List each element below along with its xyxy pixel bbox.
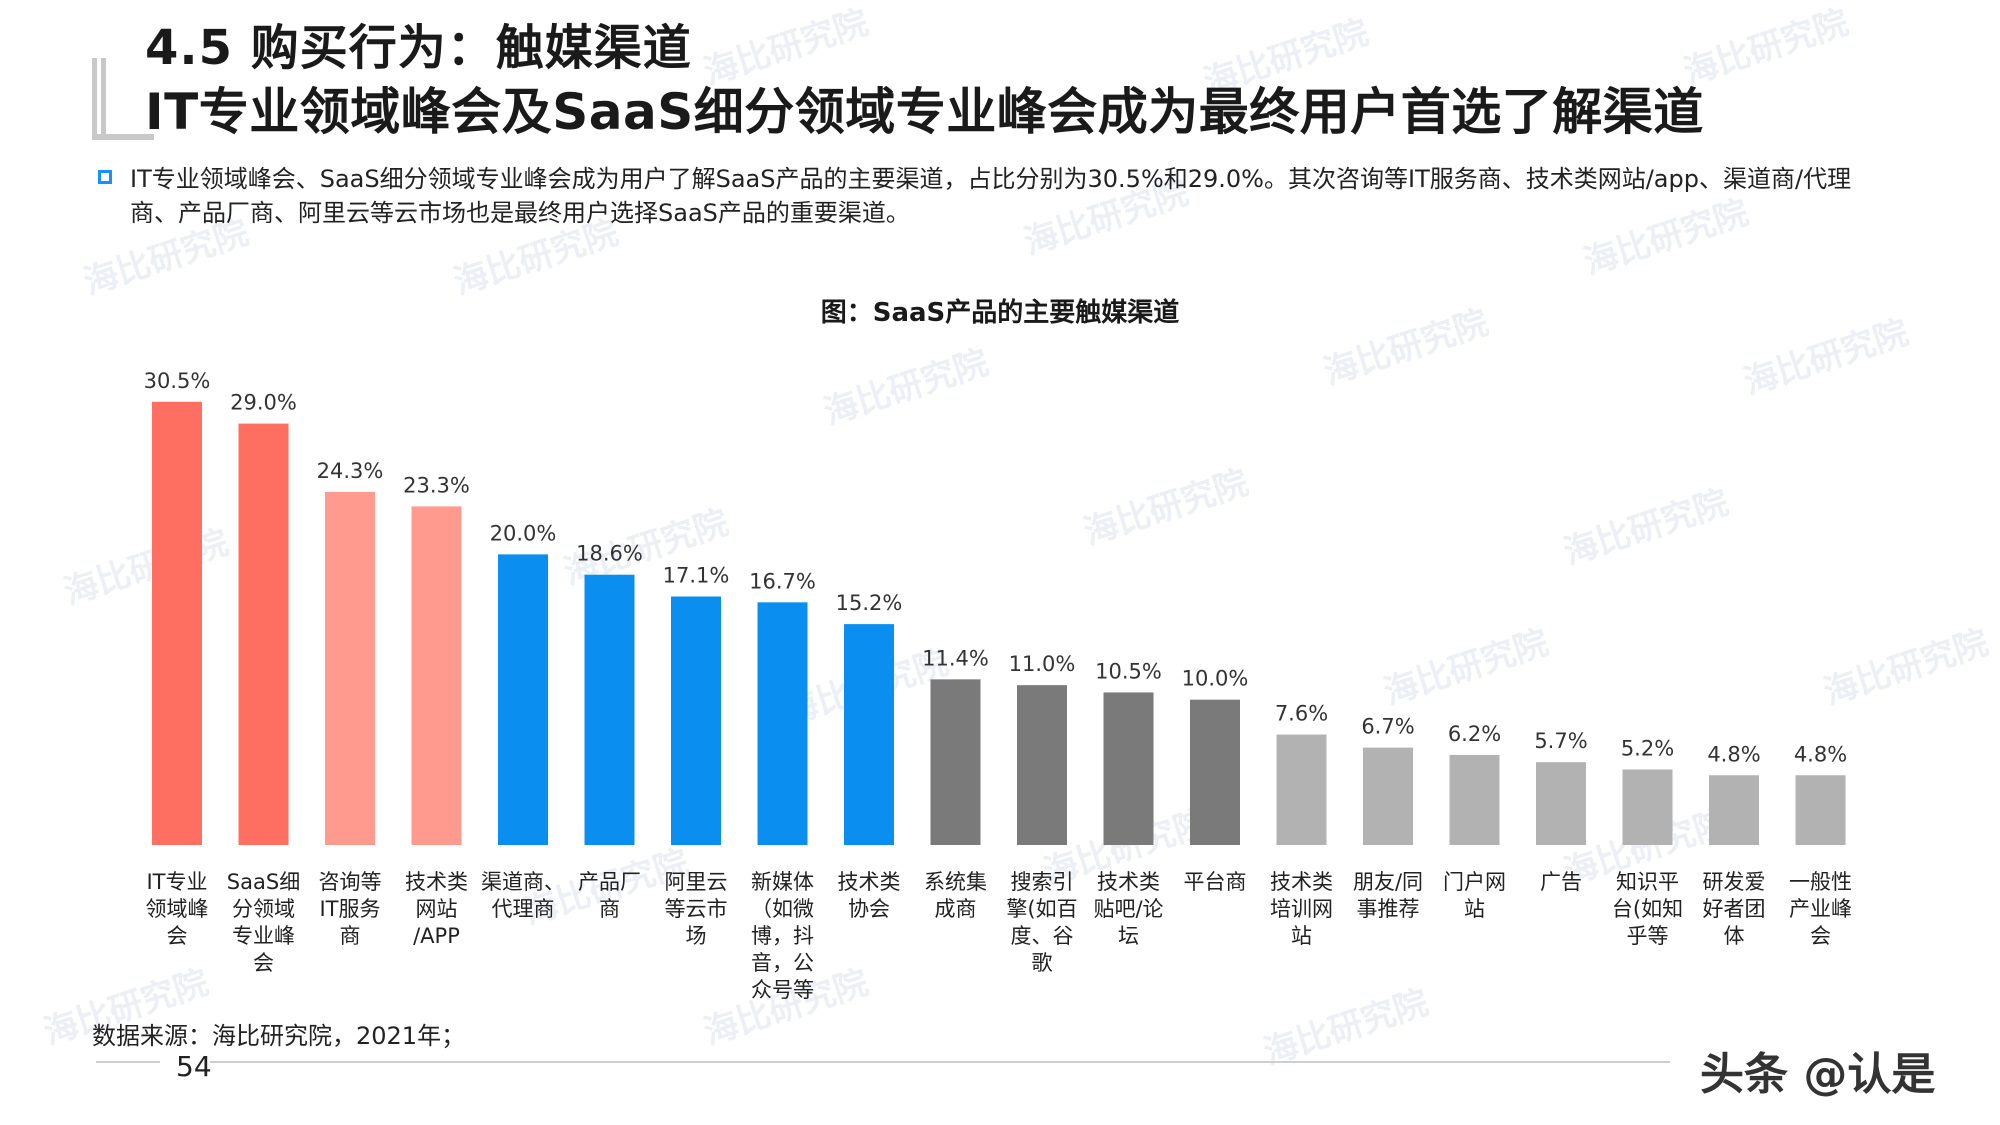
bar-value-label: 17.1% [663, 564, 730, 588]
credit-text: 头条 @认是 [1700, 1049, 1936, 1100]
category-label: 搜索引擎(如百度、谷歌 [1006, 870, 1077, 975]
bar-value-label: 23.3% [403, 473, 470, 497]
bar [584, 574, 635, 845]
bar [411, 506, 462, 845]
bar-value-label: 6.2% [1448, 722, 1501, 746]
category-label: IT专业领域峰会 [146, 870, 209, 948]
page-number: 54 [176, 1050, 212, 1083]
category-label: 系统集成商 [924, 870, 987, 921]
bar [757, 602, 808, 845]
category-label: 广告 [1540, 870, 1582, 894]
bar-value-label: 18.6% [576, 542, 643, 566]
data-source: 数据来源：海比研究院，2021年； [92, 1022, 466, 1050]
bar-value-label: 4.8% [1794, 742, 1847, 766]
bar [1536, 762, 1586, 845]
bar-value-label: 5.2% [1621, 736, 1674, 760]
category-label: 技术类培训网站 [1270, 870, 1333, 948]
category-label: 研发爱好者团体 [1703, 870, 1766, 948]
bar [1622, 769, 1673, 845]
bar [238, 423, 289, 845]
bar-value-label: 6.7% [1361, 715, 1414, 739]
bar-value-label: 30.5% [144, 369, 211, 393]
bar-value-label: 20.0% [490, 521, 557, 545]
bar [930, 679, 981, 845]
bar-value-label: 10.0% [1182, 667, 1249, 691]
bar-value-label: 10.5% [1095, 659, 1162, 683]
title-decoration-bar [92, 134, 154, 140]
bar-value-label: 15.2% [836, 591, 903, 615]
bar-value-label: 11.0% [1009, 652, 1076, 676]
bar [1190, 699, 1240, 845]
summary-text: IT专业领域峰会、SaaS细分领域专业峰会成为用户了解SaaS产品的主要渠道，占… [130, 165, 1852, 227]
bar [1103, 692, 1154, 845]
bar-value-label: 16.7% [749, 569, 816, 593]
bar [498, 554, 548, 845]
category-label: 渠道商、代理商 [481, 870, 565, 921]
category-label: 技术类协会 [838, 870, 901, 921]
footer-divider-left [96, 1061, 160, 1063]
bar-value-label: 5.7% [1534, 729, 1587, 753]
bar-value-label: 4.8% [1707, 742, 1760, 766]
category-label: 门户网站 [1443, 870, 1506, 921]
bar [152, 401, 202, 845]
bullet-icon [98, 170, 112, 184]
bar-value-label: 24.3% [317, 459, 384, 483]
bar [1795, 775, 1846, 845]
category-label: 平台商 [1184, 870, 1247, 894]
page-title: IT专业领域峰会及SaaS细分领域专业峰会成为最终用户首选了解渠道 [145, 83, 1704, 141]
footer-divider [210, 1061, 1670, 1063]
bar [325, 491, 375, 845]
category-label: 阿里云等云市场 [665, 870, 728, 948]
category-label: 技术类网站/APP [405, 870, 468, 948]
bar-value-label: 11.4% [922, 646, 989, 670]
category-label: 咨询等 IT服务商 [319, 870, 382, 948]
category-label: 一般性产业峰会 [1789, 870, 1852, 948]
title-decoration [92, 58, 106, 138]
category-label: 技术类贴吧/论坛 [1093, 870, 1163, 948]
bar [844, 624, 894, 845]
category-label: 新媒体（如微博，抖音，公众号等 [751, 870, 814, 1002]
bar [1449, 754, 1500, 845]
category-label: 知识平台(如知乎等 [1612, 870, 1683, 948]
section-title: 4.5 购买行为：触媒渠道 [145, 20, 692, 76]
category-label: 朋友/同事推荐 [1353, 870, 1423, 921]
bar-value-label: 7.6% [1275, 702, 1328, 726]
bar [1276, 734, 1327, 845]
category-label: SaaS细分领域专业峰会 [227, 870, 300, 975]
bar [1017, 685, 1067, 845]
bar-value-label: 29.0% [230, 391, 297, 415]
chart-title: 图：SaaS产品的主要触媒渠道 [820, 298, 1180, 328]
category-label: 产品厂商 [578, 870, 641, 921]
bar [1709, 775, 1759, 845]
bar [671, 596, 721, 845]
bar [1363, 747, 1413, 845]
